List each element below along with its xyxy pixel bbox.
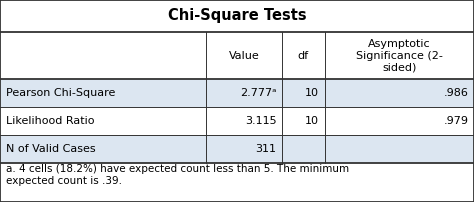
- Text: Chi-Square Tests: Chi-Square Tests: [168, 8, 306, 23]
- Text: Pearson Chi-Square: Pearson Chi-Square: [6, 88, 115, 98]
- Bar: [0, 107, 474, 135]
- Text: a. 4 cells (18.2%) have expected count less than 5. The minimum
expected count i: a. 4 cells (18.2%) have expected count l…: [6, 164, 349, 186]
- Bar: [0, 135, 474, 163]
- Text: 10: 10: [305, 88, 319, 98]
- Text: df: df: [298, 51, 309, 61]
- Bar: [0, 79, 474, 107]
- Text: 311: 311: [255, 144, 276, 154]
- Bar: [0, 32, 474, 79]
- Text: .979: .979: [443, 116, 468, 126]
- Text: 3.115: 3.115: [245, 116, 276, 126]
- Text: Value: Value: [229, 51, 259, 61]
- Text: Asymptotic
Significance (2-
sided): Asymptotic Significance (2- sided): [356, 39, 443, 72]
- Text: 2.777ᵃ: 2.777ᵃ: [240, 88, 276, 98]
- Bar: [0, 163, 474, 202]
- Text: N of Valid Cases: N of Valid Cases: [6, 144, 95, 154]
- Text: Likelihood Ratio: Likelihood Ratio: [6, 116, 94, 126]
- Text: 10: 10: [305, 116, 319, 126]
- Text: .986: .986: [444, 88, 468, 98]
- Bar: [0, 0, 474, 32]
